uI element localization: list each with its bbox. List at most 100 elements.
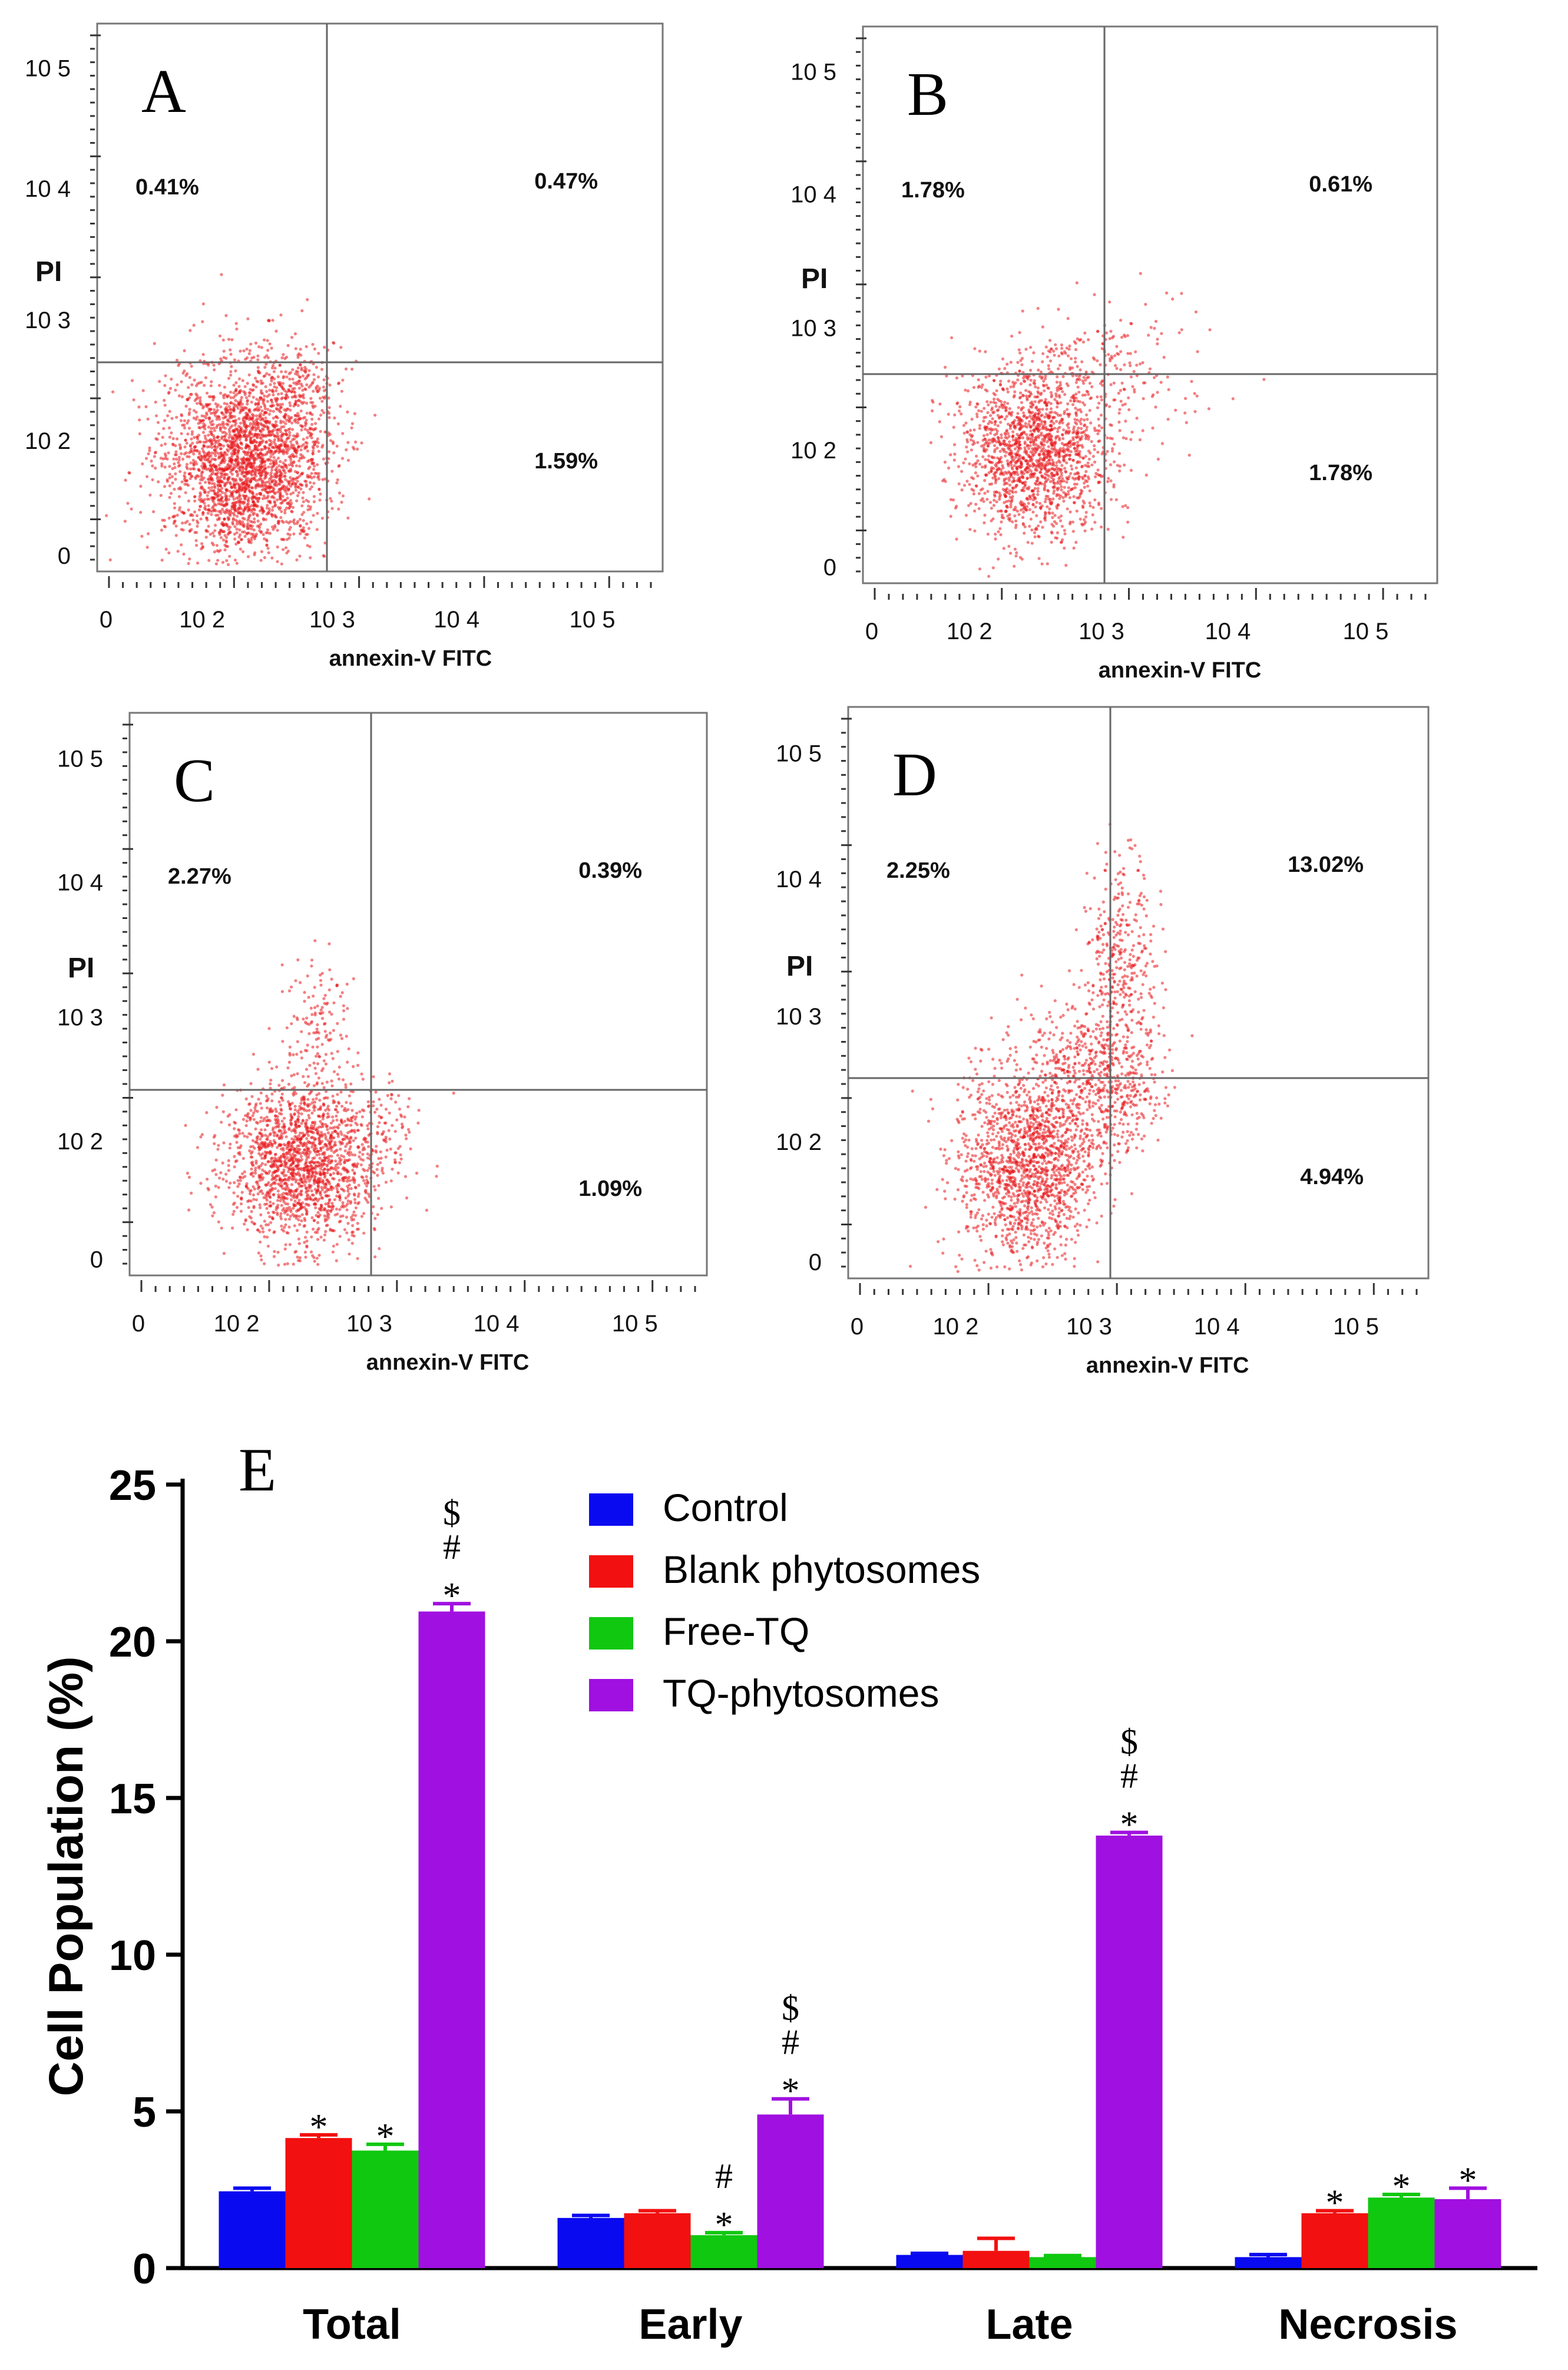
event-dot [289, 404, 292, 408]
event-dot [309, 458, 313, 461]
event-dot [307, 527, 311, 530]
event-dot [1058, 482, 1062, 485]
event-dot [958, 405, 962, 409]
event-dot [1055, 461, 1058, 464]
event-dot [283, 511, 287, 515]
event-dot [263, 556, 266, 560]
event-dot [960, 470, 964, 473]
event-dot [1138, 438, 1142, 442]
event-dot [295, 499, 299, 503]
event-dot [1014, 455, 1017, 460]
event-dot [255, 441, 259, 444]
event-dot [191, 458, 195, 462]
event-dot [287, 389, 291, 393]
event-dot [284, 422, 287, 425]
event-dot [316, 441, 320, 445]
event-dot [1005, 482, 1009, 485]
event-dot [1046, 495, 1050, 498]
event-dot [1021, 522, 1025, 525]
event-dot [269, 458, 273, 462]
event-dot [985, 400, 989, 404]
event-dot [1008, 471, 1011, 475]
event-dot [1018, 556, 1022, 559]
event-dot [1054, 452, 1057, 455]
event-dot [276, 560, 279, 563]
event-dot [210, 506, 214, 510]
event-dot [957, 465, 961, 468]
event-dot [1067, 431, 1070, 434]
event-dot [1075, 281, 1079, 285]
event-dot [159, 494, 163, 497]
event-dot [1098, 474, 1101, 477]
event-dot [1010, 459, 1014, 462]
event-dot [328, 432, 332, 437]
event-dot [291, 377, 295, 381]
event-dot [295, 455, 298, 458]
event-dot [1023, 468, 1027, 472]
event-dot [1112, 381, 1116, 385]
event-dot [991, 566, 995, 570]
event-dot [278, 479, 282, 482]
event-dot [1026, 541, 1030, 544]
event-dot [1162, 355, 1166, 359]
event-dot [1124, 437, 1128, 441]
event-dot [292, 444, 295, 447]
event-dot [266, 349, 270, 352]
event-dot [242, 408, 245, 412]
event-dot [277, 392, 280, 396]
event-dot [265, 539, 269, 543]
event-dot [270, 449, 274, 454]
event-dot [1029, 368, 1033, 372]
event-dot [1043, 488, 1046, 492]
event-dot [328, 450, 331, 454]
event-dot [1079, 368, 1082, 372]
event-dot [309, 396, 313, 401]
event-dot [174, 524, 178, 528]
event-dot [313, 464, 316, 468]
event-dot [1115, 366, 1119, 371]
event-dot [931, 409, 934, 413]
event-dot [1018, 428, 1022, 431]
event-dot [1060, 471, 1063, 475]
event-dot [964, 421, 968, 425]
event-dot [272, 409, 275, 413]
event-dot [243, 433, 246, 437]
event-dot [1073, 441, 1077, 445]
event-dot [276, 434, 280, 438]
event-dot [281, 396, 285, 399]
event-dot [1129, 438, 1133, 441]
event-dot [1097, 424, 1101, 428]
event-dot [298, 482, 302, 486]
y-axis-label: PI [801, 263, 828, 295]
event-dot [309, 481, 312, 484]
event-dot [1050, 347, 1053, 351]
event-dot [1038, 454, 1041, 457]
event-dot [207, 524, 210, 528]
event-dot [233, 508, 236, 511]
y-tick-label: 10 5 [790, 60, 836, 85]
event-dot [207, 451, 211, 454]
y-tick-label: 10 3 [25, 308, 71, 333]
event-dot [205, 516, 209, 520]
event-dot [295, 435, 299, 439]
event-dot [1028, 383, 1032, 386]
event-dot [1053, 447, 1057, 451]
event-dot [1000, 455, 1003, 460]
event-dot [206, 1178, 209, 1181]
event-dot [262, 424, 266, 428]
event-dot [1083, 518, 1086, 521]
event-dot [1083, 430, 1086, 434]
event-dot [1022, 510, 1026, 514]
event-dot [199, 458, 202, 461]
event-dot [229, 530, 232, 534]
event-dot [994, 479, 998, 482]
event-dot [1007, 478, 1011, 482]
event-dot [1073, 482, 1076, 486]
event-dot [204, 437, 207, 441]
event-dot [245, 425, 249, 428]
event-dot [219, 536, 223, 540]
event-dot [168, 386, 172, 391]
event-dot [997, 408, 1000, 412]
event-dot [192, 462, 196, 466]
event-dot [296, 356, 300, 359]
